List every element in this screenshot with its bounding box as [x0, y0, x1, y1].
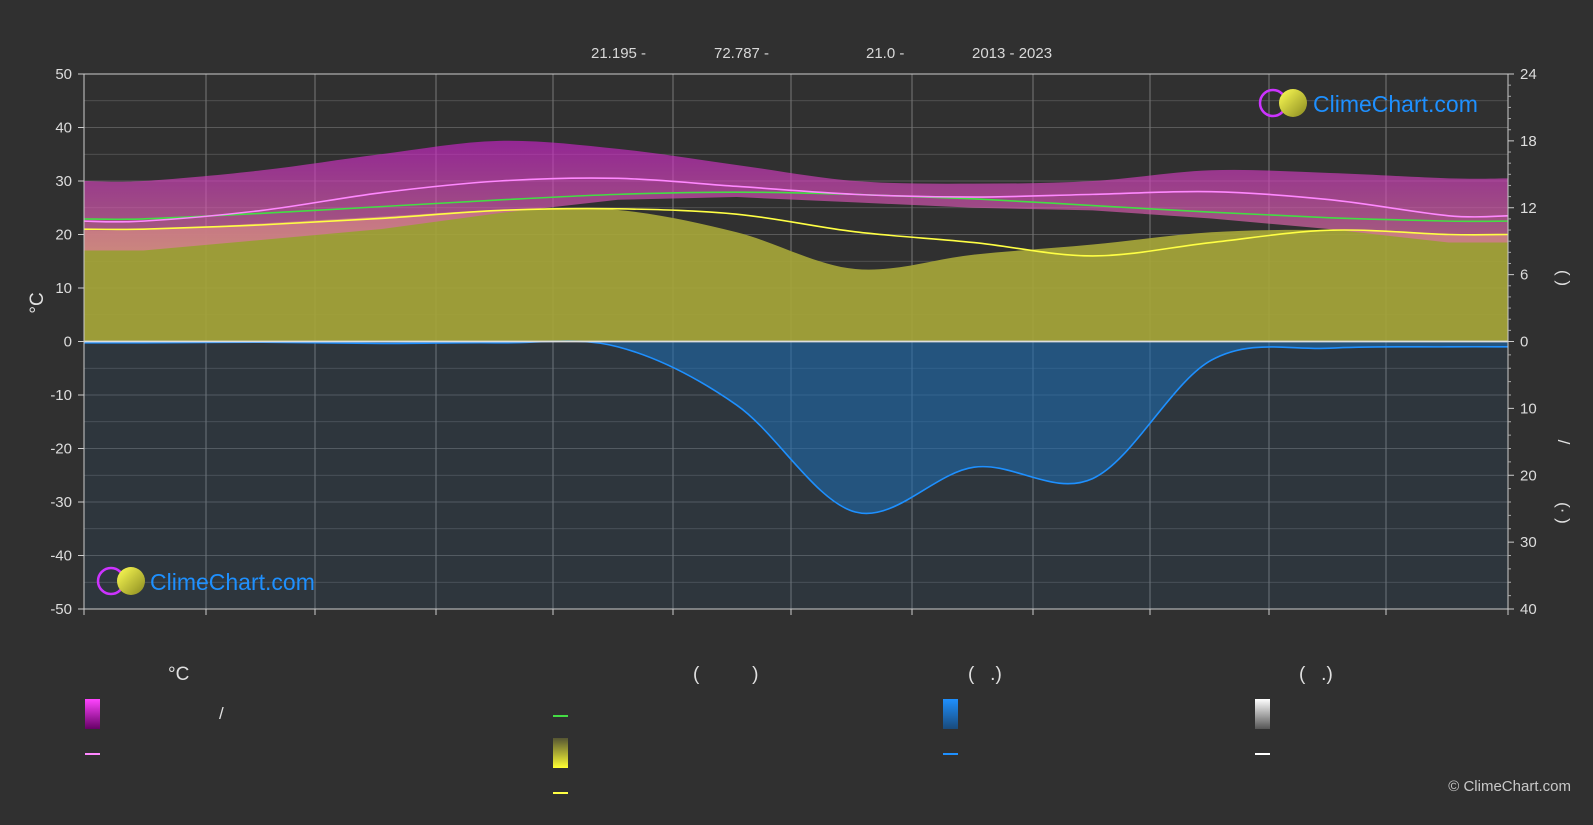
logo-sun-icon	[117, 567, 145, 595]
climechart-logo-top[interactable]: ClimeChart.com	[1258, 88, 1478, 118]
y-right-top-tick-label: 12	[1520, 200, 1537, 217]
y-right-bottom-tick-label: 40	[1520, 601, 1537, 618]
y-left-axis-title: °C	[27, 292, 48, 313]
climechart-logo-bottom[interactable]: ClimeChart.com	[96, 566, 315, 596]
legend-temp-slash: /	[219, 704, 224, 723]
y-right-top-axis-title: ( )	[1554, 270, 1573, 286]
precipitation-haze	[84, 341, 1508, 609]
temperature-range-band	[84, 140, 1508, 251]
temp-mean-line	[84, 207, 1508, 257]
sunshine-area	[84, 208, 1508, 342]
y-left-tick-label: 20	[55, 227, 72, 244]
y-left-tick-label: -10	[50, 387, 72, 404]
y-right-top-tick-label: 18	[1520, 133, 1537, 150]
legend-rain-swatch	[943, 699, 958, 729]
data-layer	[84, 140, 1508, 609]
daylight-line	[84, 191, 1508, 223]
y-left-tick-label: -30	[50, 494, 72, 511]
header-longitude: 72.787 -	[714, 45, 769, 62]
logo-sun-icon	[1279, 89, 1307, 117]
legend-daylight-line	[553, 715, 568, 717]
header-years: 2013 - 2023	[972, 45, 1052, 62]
legend-rain-line	[943, 753, 958, 755]
y-left-tick-label: -40	[50, 548, 72, 565]
y-left-tick-label: 50	[55, 66, 72, 83]
legend-snow-swatch	[1255, 699, 1270, 729]
y-left-tick-label: 10	[55, 280, 72, 297]
y-left-tick-label: -20	[50, 441, 72, 458]
logo-text-bottom: ClimeChart.com	[150, 569, 315, 595]
legend-temp-range-swatch	[85, 699, 100, 729]
y-right-bottom-tick-label: 10	[1520, 400, 1537, 417]
y-right-top-tick-label: 24	[1520, 66, 1537, 83]
y-left-tick-label: 30	[55, 173, 72, 190]
legend-temp-max-line	[85, 753, 100, 755]
legend-sunshine-swatch	[553, 738, 568, 768]
logo-text-top: ClimeChart.com	[1313, 91, 1478, 117]
legend-sunshine-line	[553, 792, 568, 794]
legend-temp-heading: °C	[168, 664, 190, 685]
legend-rain-heading: ( .)	[968, 664, 1002, 685]
y-right-bottom-tick-label: 20	[1520, 467, 1537, 484]
temp-max-line	[84, 177, 1508, 223]
y-left-tick-label: -50	[50, 601, 72, 618]
y-right-top-tick-label: 6	[1520, 267, 1528, 284]
header-elevation: 21.0 -	[866, 45, 904, 62]
header-latitude: 21.195 -	[591, 45, 646, 62]
legend-snow-line	[1255, 753, 1270, 755]
precipitation-line	[84, 340, 1508, 515]
y-right-bottom-tick-label: 30	[1520, 534, 1537, 551]
legend-snow-heading: ( .)	[1299, 664, 1333, 685]
y-left-tick-label: 40	[55, 120, 72, 137]
axes: 50 40 30 20 10 0 -10 -20 -30 -40 -50 24 18 12 6 0 10 20 30…	[50, 66, 1536, 618]
copyright-text: © ClimeChart.com	[1448, 778, 1571, 795]
y-right-bottom-axis-title: (· )	[1554, 502, 1573, 524]
precipitation-area	[84, 341, 1508, 514]
y-right-top-tick-label: 0	[1520, 334, 1528, 351]
legend-sun-heading: ( )	[693, 664, 759, 685]
y-right-mid-axis-title: /	[1554, 440, 1573, 445]
y-left-tick-label: 0	[64, 334, 72, 351]
